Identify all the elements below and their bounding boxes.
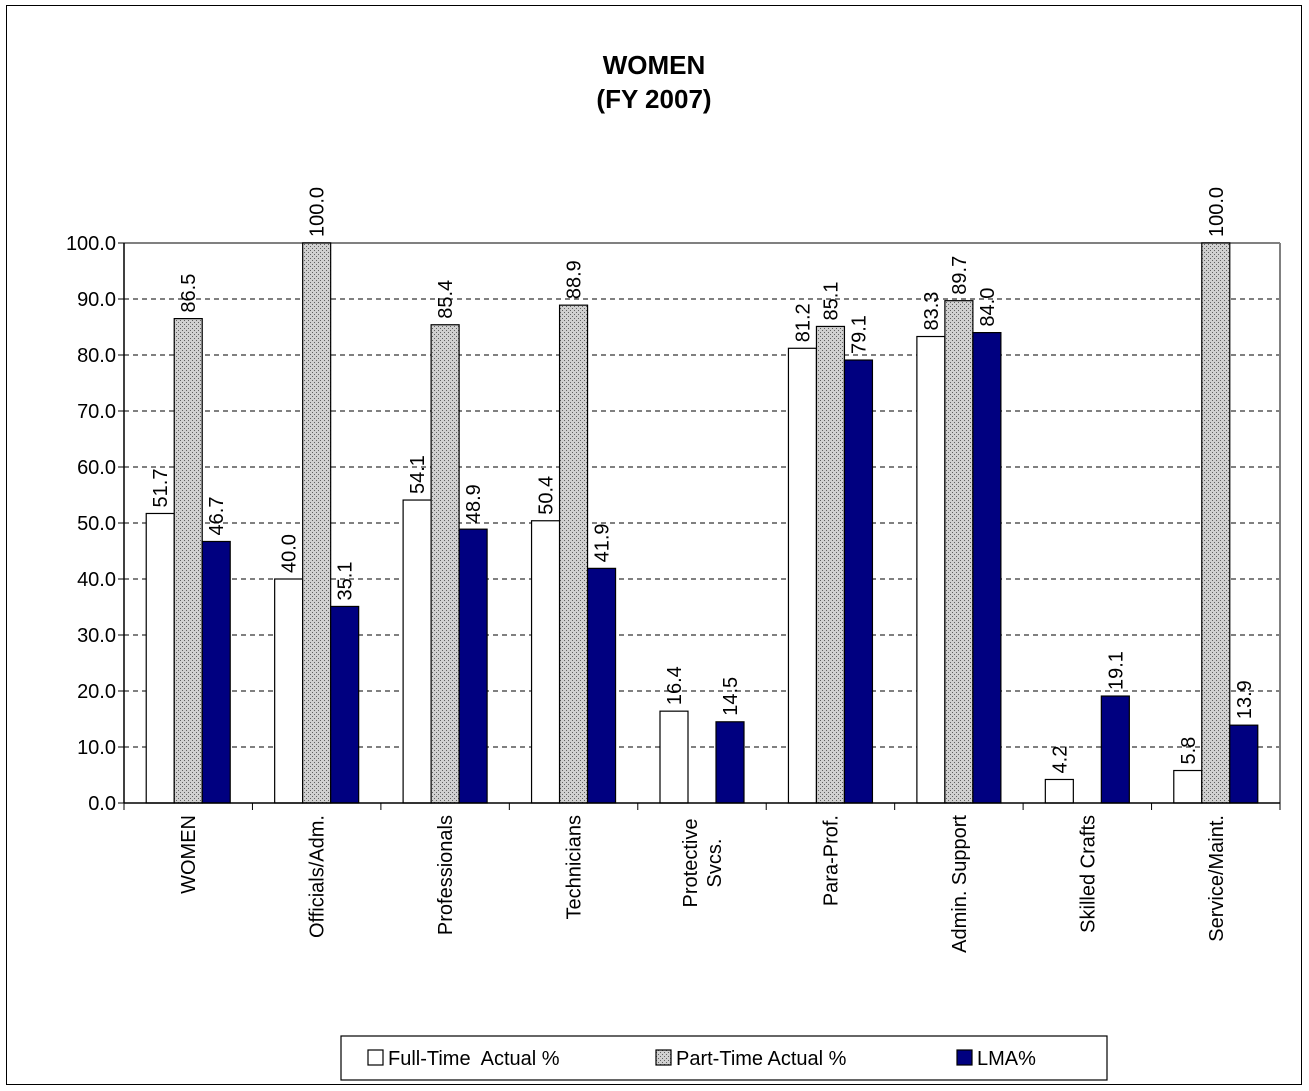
data-label: 83.3 — [921, 292, 943, 331]
category-label: Para-Prof. — [820, 815, 842, 906]
bar — [274, 578, 304, 804]
legend-swatch — [367, 1049, 384, 1066]
bar — [715, 721, 745, 804]
data-label: 19.1 — [1105, 651, 1127, 690]
y-tick-label: 100.0 — [66, 233, 116, 255]
legend-box — [340, 1035, 1108, 1081]
category-label: Skilled Crafts — [1077, 815, 1099, 933]
bar — [1044, 778, 1074, 804]
legend-label: Part-Time Actual % — [676, 1048, 847, 1070]
data-label: 46.7 — [206, 497, 228, 536]
bar — [944, 300, 974, 804]
data-label: 16.4 — [664, 666, 686, 705]
bar — [586, 567, 617, 804]
y-tick-label: 30.0 — [77, 625, 116, 647]
bar — [787, 347, 818, 804]
bar — [558, 304, 589, 804]
y-tick-label: 20.0 — [77, 681, 116, 703]
bar — [1229, 724, 1259, 804]
category-label: Svcs. — [704, 839, 726, 888]
category-label: WOMEN — [178, 815, 200, 894]
y-axis: 0.0 10.0 20.0 30.0 40.0 50.0 60.0 70.0 80.0 90.0 1… — [66, 233, 124, 815]
bar — [173, 318, 203, 804]
bar — [843, 359, 874, 804]
bar — [1201, 242, 1231, 804]
y-tick-label: 80.0 — [77, 345, 116, 367]
legend-label: Full-Time Actual % — [388, 1048, 560, 1070]
data-label: 40.0 — [279, 534, 301, 573]
title-line: (FY 2007) — [596, 84, 711, 114]
y-tick-label: 10.0 — [77, 737, 116, 759]
bar — [1100, 695, 1130, 804]
data-label: 79.1 — [848, 315, 870, 354]
bar — [430, 324, 460, 804]
data-label: 85.1 — [820, 282, 842, 321]
category-label: Admin. Support — [949, 815, 971, 953]
data-label: 35.1 — [335, 562, 357, 601]
data-labels: 51.7 86.5 46.7 40.0 100.0 35.1 54.1 85.4 48.9 50.… — [150, 187, 1256, 774]
data-label: 51.7 — [150, 469, 172, 508]
bar — [458, 528, 488, 804]
legend-label: LMA% — [977, 1048, 1036, 1070]
legend: Full-Time Actual % Part-Time Actual % LMA% — [340, 1035, 1108, 1081]
title-line: WOMEN — [603, 50, 706, 80]
bar — [1173, 769, 1203, 804]
category-label: Officials/Adm. — [307, 815, 329, 938]
data-label: 48.9 — [463, 484, 485, 523]
data-label: 89.7 — [949, 256, 971, 295]
category-label: Technicians — [564, 815, 586, 920]
bar — [530, 520, 561, 804]
y-tick-label: 60.0 — [77, 457, 116, 479]
bar — [302, 242, 332, 804]
bar — [145, 512, 175, 804]
data-label: 100.0 — [307, 187, 329, 237]
category-label: Protective — [680, 819, 702, 908]
bars — [145, 242, 1259, 804]
data-label: 14.5 — [720, 677, 742, 716]
x-axis: WOMEN Officials/Adm. Professionals Technici… — [123, 243, 1281, 953]
chart-frame — [6, 5, 1302, 1085]
y-tick-label: 0.0 — [88, 793, 116, 815]
data-label: 5.8 — [1178, 737, 1200, 765]
category-label: Professionals — [435, 815, 457, 935]
bar — [916, 335, 946, 804]
chart-title: WOMEN (FY 2007) — [596, 50, 711, 114]
bar — [659, 710, 689, 804]
y-tick-label: 90.0 — [77, 289, 116, 311]
data-label: 86.5 — [178, 274, 200, 313]
data-label: 50.4 — [536, 476, 558, 515]
bar — [330, 605, 360, 804]
data-label: 13.9 — [1234, 680, 1256, 719]
data-label: 81.2 — [792, 303, 814, 342]
bar — [972, 332, 1002, 804]
y-tick-label: 70.0 — [77, 401, 116, 423]
bar — [201, 540, 231, 804]
data-label: 88.9 — [564, 260, 586, 299]
category-label: Service/Maint. — [1206, 815, 1228, 942]
bar — [402, 499, 432, 804]
legend-swatch — [956, 1049, 973, 1066]
data-label: 84.0 — [977, 288, 999, 327]
data-label: 54.1 — [407, 455, 429, 494]
legend-swatch — [655, 1049, 672, 1066]
data-label: 85.4 — [435, 280, 457, 319]
data-label: 100.0 — [1206, 187, 1228, 237]
y-tick-label: 50.0 — [77, 513, 116, 535]
y-tick-label: 40.0 — [77, 569, 116, 591]
data-label: 4.2 — [1049, 746, 1071, 774]
data-label: 41.9 — [592, 523, 614, 562]
bar — [815, 325, 846, 804]
